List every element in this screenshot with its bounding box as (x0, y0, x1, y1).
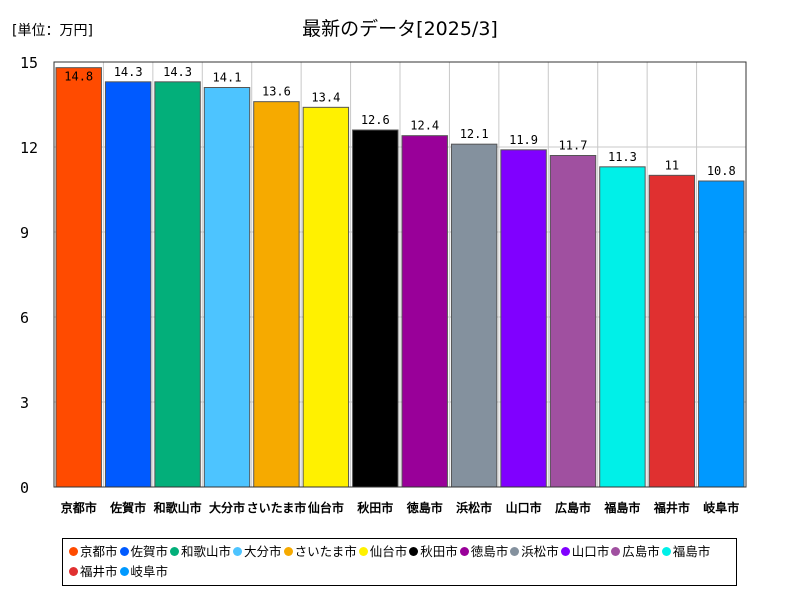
legend-marker (69, 547, 78, 556)
bar (450, 143, 498, 488)
x-tick-label: 大分市 (209, 500, 245, 515)
legend-item: 福井市 (69, 562, 118, 582)
legend-label: 佐賀市 (130, 544, 169, 559)
legend-marker (119, 567, 129, 576)
legend-item: さいたま市 (283, 542, 357, 562)
x-tick-label: 京都市 (61, 500, 97, 515)
legend-item: 秋田市 (409, 542, 458, 562)
legend-label: 秋田市 (420, 544, 458, 559)
unit-label: [単位：万円] (12, 23, 93, 39)
data-label: 14.3 (114, 65, 143, 79)
legend-item: 佐賀市 (119, 542, 169, 562)
bar (500, 149, 547, 488)
y-tick-label: 12 (20, 139, 38, 157)
data-label: 13.6 (262, 85, 291, 99)
data-label: 12.6 (361, 113, 390, 127)
legend-marker (661, 547, 671, 556)
chart-legend: 京都市 佐賀市 和歌山市 大分市 さいたま市 仙台市 秋田市 徳島市 浜松市 山口市 広島市 福島市福… (62, 538, 737, 586)
data-label: 12.4 (410, 119, 439, 133)
legend-marker (510, 547, 520, 556)
bar (104, 81, 152, 488)
legend-marker (283, 547, 293, 556)
x-tick-label: さいたま市 (247, 500, 307, 515)
legend-item: 岐阜市 (119, 562, 169, 582)
legend-label: さいたま市 (294, 544, 357, 559)
legend-label: 大分市 (244, 544, 282, 559)
x-tick-label: 仙台市 (308, 500, 344, 515)
bar (154, 81, 201, 488)
legend-label: 福島市 (672, 544, 711, 559)
y-tick-label: 15 (20, 54, 38, 72)
legend-item: 京都市 (69, 542, 118, 562)
data-label: 14.3 (163, 65, 192, 79)
legend-item: 山口市 (560, 542, 610, 562)
data-label: 12.1 (460, 127, 489, 141)
chart-title: 最新のデータ[2025/3] (302, 18, 498, 40)
bar (599, 166, 646, 488)
legend-item: 仙台市 (358, 542, 408, 562)
legend-label: 徳島市 (470, 544, 509, 559)
legend-marker (69, 567, 78, 576)
y-tick-label: 9 (20, 224, 29, 242)
data-label: 13.4 (311, 90, 340, 104)
data-label: 11.9 (509, 133, 538, 147)
x-tick-label: 秋田市 (357, 500, 393, 515)
legend-marker (358, 547, 368, 556)
x-tick-label: 徳島市 (406, 500, 443, 515)
x-tick-label: 佐賀市 (109, 500, 146, 515)
bar (698, 180, 745, 488)
legend-marker (170, 547, 180, 556)
x-tick-label: 福井市 (653, 500, 690, 515)
x-tick-label: 和歌山市 (153, 500, 202, 515)
legend-item: 広島市 (611, 542, 660, 562)
legend-item: 大分市 (233, 542, 282, 562)
y-tick-label: 3 (20, 394, 29, 412)
legend-marker (233, 547, 243, 556)
legend-label: 浜松市 (521, 544, 559, 559)
legend-item: 徳島市 (459, 542, 509, 562)
bar (549, 155, 597, 488)
legend-label: 山口市 (571, 544, 610, 559)
legend-label: 和歌山市 (181, 544, 232, 559)
bar (302, 106, 350, 488)
legend-label: 広島市 (622, 544, 660, 559)
plot-frame (53, 61, 747, 488)
legend-label: 仙台市 (369, 544, 408, 559)
legend-marker (560, 547, 570, 556)
bar (253, 101, 300, 488)
legend-item: 福島市 (661, 542, 711, 562)
x-tick-label: 浜松市 (456, 500, 492, 515)
bar (203, 87, 251, 488)
x-tick-label: 福島市 (603, 500, 640, 515)
legend-marker (611, 547, 621, 556)
legend-item: 浜松市 (510, 542, 559, 562)
bar (648, 174, 696, 488)
legend-label: 京都市 (80, 544, 118, 559)
y-tick-label: 6 (20, 309, 29, 327)
legend-marker (459, 547, 469, 556)
bar (352, 129, 399, 488)
data-label: 10.8 (707, 164, 736, 178)
data-label: 14.1 (213, 71, 242, 85)
x-tick-label: 広島市 (555, 500, 591, 515)
y-tick-label: 0 (20, 479, 29, 497)
legend-item: 和歌山市 (170, 542, 231, 562)
data-label: 11 (665, 158, 679, 172)
data-label: 11.3 (608, 150, 637, 164)
bar (55, 67, 102, 488)
legend-label: 福井市 (80, 564, 118, 579)
data-label: 11.7 (559, 139, 588, 153)
x-tick-label: 岐阜市 (703, 500, 739, 515)
legend-marker (119, 547, 129, 556)
x-tick-label: 山口市 (506, 500, 542, 515)
bar (401, 135, 448, 488)
legend-marker (409, 547, 419, 556)
legend-label: 岐阜市 (130, 564, 169, 579)
data-label: 14.8 (64, 70, 93, 84)
